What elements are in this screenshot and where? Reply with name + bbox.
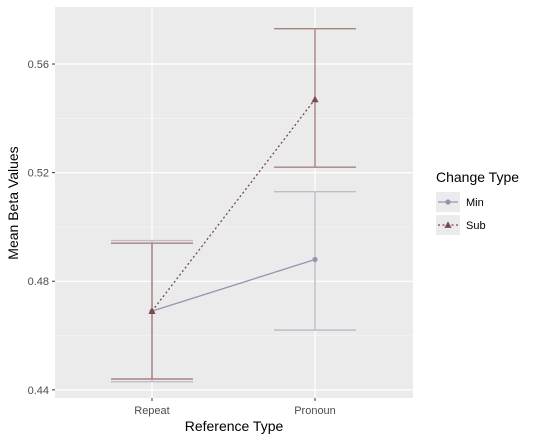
legend: Change Type Min Sub: [436, 169, 519, 235]
legend-title: Change Type: [436, 169, 519, 185]
series-lines: [151, 98, 316, 312]
legend-label-min: Min: [466, 197, 484, 209]
series-line-min: [151, 258, 316, 312]
x-axis-title: Reference Type: [185, 418, 284, 434]
y-tick-label: 0.56: [28, 59, 49, 71]
x-axis: Repeat Pronoun: [134, 398, 336, 417]
y-tick-label: 0.52: [28, 168, 49, 180]
plot-panel: [55, 7, 413, 398]
x-tick-label: Repeat: [134, 405, 169, 417]
x-tick-label: Pronoun: [294, 405, 336, 417]
y-axis-title: Mean Beta Values: [5, 146, 21, 259]
legend-key-marker: [444, 221, 452, 228]
legend-key-marker: [445, 199, 451, 205]
data-points: [148, 95, 319, 314]
y-axis: 0.44 0.48 0.52 0.56: [28, 59, 55, 397]
legend-label-sub: Sub: [466, 220, 486, 232]
y-tick-label: 0.44: [28, 385, 49, 397]
data-point: [311, 95, 319, 103]
y-tick-label: 0.48: [28, 276, 49, 288]
data-point: [148, 307, 156, 314]
data-point: [312, 256, 318, 263]
